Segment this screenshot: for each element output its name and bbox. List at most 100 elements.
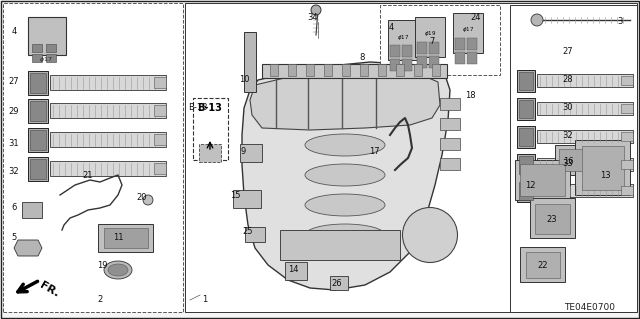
Bar (440, 138, 460, 150)
Ellipse shape (403, 207, 458, 263)
Bar (98, 224, 153, 252)
Text: 20: 20 (137, 194, 147, 203)
Bar (519, 72, 533, 90)
Bar (46, 44, 56, 52)
Bar (520, 164, 565, 196)
Text: 9: 9 (241, 147, 246, 157)
Text: 18: 18 (465, 91, 476, 100)
Bar (414, 64, 422, 76)
Bar (262, 64, 447, 78)
Text: 31: 31 (9, 138, 19, 147)
Text: 1: 1 (202, 295, 207, 305)
Bar (467, 38, 477, 50)
Bar (390, 59, 400, 71)
Bar (50, 103, 166, 118)
Bar (270, 64, 278, 76)
Text: 27: 27 (9, 78, 19, 86)
Bar (32, 54, 42, 62)
Text: 15: 15 (230, 190, 240, 199)
Bar (28, 128, 48, 152)
Bar (396, 64, 404, 76)
Bar (455, 38, 465, 50)
Bar (402, 45, 412, 57)
Text: 19: 19 (97, 261, 108, 270)
Bar (559, 149, 593, 171)
Bar (360, 64, 368, 76)
Bar (50, 161, 166, 176)
Text: TE04E0700: TE04E0700 (564, 303, 616, 313)
Text: 10: 10 (239, 76, 249, 85)
Text: 8: 8 (359, 54, 365, 63)
Text: FR.: FR. (38, 280, 61, 300)
Bar (30, 130, 46, 150)
Text: 29: 29 (9, 108, 19, 116)
Text: 17: 17 (369, 147, 380, 157)
Bar (453, 13, 483, 53)
Bar (519, 182, 533, 200)
Bar (417, 56, 427, 68)
Bar (519, 156, 533, 174)
Text: 34: 34 (308, 13, 318, 23)
Bar (244, 32, 256, 92)
Ellipse shape (104, 261, 132, 279)
Bar (517, 70, 535, 92)
Bar (199, 144, 221, 162)
Bar (306, 64, 314, 76)
Bar (378, 64, 386, 76)
Bar (621, 76, 633, 85)
Bar (467, 52, 477, 64)
Bar (440, 118, 460, 130)
Ellipse shape (305, 164, 385, 186)
Bar (154, 105, 166, 116)
Bar (429, 56, 439, 68)
Text: 12: 12 (525, 181, 535, 189)
Polygon shape (14, 240, 42, 256)
Bar (28, 99, 48, 123)
Text: 24: 24 (471, 13, 481, 23)
Bar (621, 132, 633, 141)
Bar (537, 74, 633, 87)
Bar (342, 64, 350, 76)
Text: 16: 16 (563, 158, 573, 167)
Bar (388, 20, 418, 60)
Text: $\phi$17: $\phi$17 (462, 26, 474, 34)
Bar (440, 158, 460, 170)
Bar (432, 64, 440, 76)
Bar (30, 159, 46, 179)
Bar (154, 77, 166, 88)
Bar (520, 247, 565, 282)
Bar (537, 184, 633, 197)
Text: $\phi$19: $\phi$19 (424, 29, 436, 39)
Text: 11: 11 (113, 234, 124, 242)
Bar (28, 71, 48, 95)
Bar (280, 230, 400, 260)
Bar (240, 144, 262, 162)
Text: 6: 6 (12, 204, 17, 212)
Text: 27: 27 (563, 48, 573, 56)
Text: 22: 22 (538, 261, 548, 270)
Bar (517, 126, 535, 148)
Bar (154, 163, 166, 174)
Ellipse shape (305, 134, 385, 156)
Bar (330, 276, 348, 290)
Bar (526, 252, 560, 278)
Bar (510, 5, 637, 312)
Text: 2: 2 (97, 295, 102, 305)
Bar (390, 45, 400, 57)
Bar (417, 42, 427, 54)
Bar (621, 104, 633, 113)
Bar (245, 227, 265, 242)
Text: B-13: B-13 (198, 103, 223, 113)
Bar (575, 140, 630, 195)
Text: 21: 21 (83, 172, 93, 181)
Bar (535, 204, 570, 234)
Bar (517, 98, 535, 120)
Bar (50, 75, 166, 90)
Bar (104, 228, 148, 248)
Bar (515, 160, 570, 200)
Text: 28: 28 (563, 76, 573, 85)
Bar (380, 5, 500, 75)
Text: 14: 14 (288, 265, 298, 275)
Text: 26: 26 (332, 278, 342, 287)
Bar (530, 198, 575, 238)
